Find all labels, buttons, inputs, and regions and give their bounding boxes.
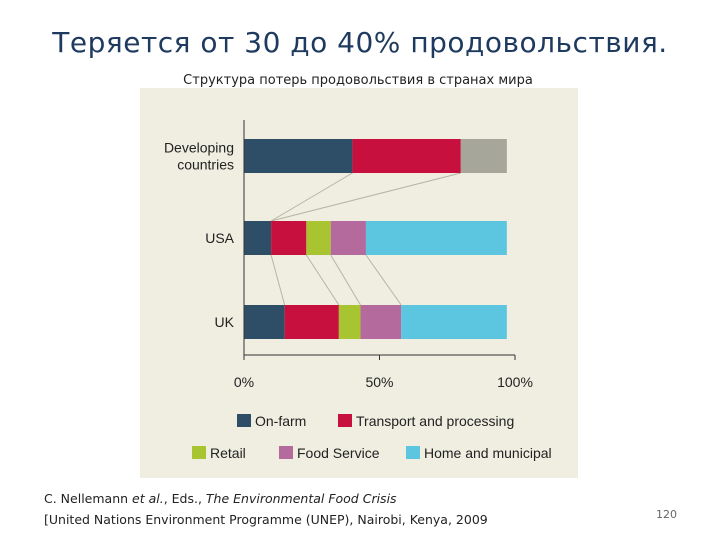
connector-line (365, 254, 402, 306)
connector-line (330, 254, 361, 306)
bar-developing-countries-other (460, 139, 507, 173)
bar-uk-retail (338, 305, 361, 339)
legend-label: Transport and processing (356, 413, 514, 429)
legend-swatch (279, 446, 293, 459)
legend-label: Retail (210, 445, 246, 461)
legend-swatch (338, 414, 352, 427)
x-tick-label: 0% (234, 374, 254, 390)
legend-swatch (192, 446, 206, 459)
bar-usa-retail (306, 221, 331, 255)
bar-usa-home-and-municipal (365, 221, 507, 255)
x-tick-label: 100% (497, 374, 533, 390)
legend-label: On-farm (255, 413, 306, 429)
connector-line (270, 254, 286, 306)
connector-line (270, 172, 461, 222)
legend-label: Home and municipal (424, 445, 552, 461)
citation-line-2: [United Nations Environment Programme (U… (44, 512, 488, 527)
x-tick-label: 50% (365, 374, 393, 390)
chart-title: Структура потерь продовольствия в страна… (183, 73, 533, 88)
bar-uk-on-farm (244, 305, 285, 339)
category-label: UK (215, 314, 235, 330)
citation: C. Nellemann et al., Eds., The Environme… (44, 488, 488, 530)
bar-uk-transport-and-processing (284, 305, 339, 339)
category-label: Developing (164, 140, 234, 156)
citation-line-1: C. Nellemann et al., Eds., The Environme… (44, 491, 397, 506)
legend-swatch (406, 446, 420, 459)
slide-title: Теряется от 30 до 40% продовольствия. (52, 26, 668, 59)
bar-developing-countries-on-farm (244, 139, 353, 173)
bar-usa-transport-and-processing (271, 221, 307, 255)
bar-usa-on-farm (244, 221, 272, 255)
legend-label: Food Service (297, 445, 380, 461)
category-label: countries (177, 157, 234, 173)
bar-usa-food-service (330, 221, 366, 255)
legend-swatch (237, 414, 251, 427)
page-number: 120 (656, 508, 677, 521)
connector-line (305, 254, 340, 306)
bar-uk-food-service (360, 305, 402, 339)
category-label: USA (205, 230, 234, 246)
bar-uk-home-and-municipal (401, 305, 507, 339)
connector-line (270, 172, 353, 222)
bar-developing-countries-transport-and-processing (352, 139, 461, 173)
